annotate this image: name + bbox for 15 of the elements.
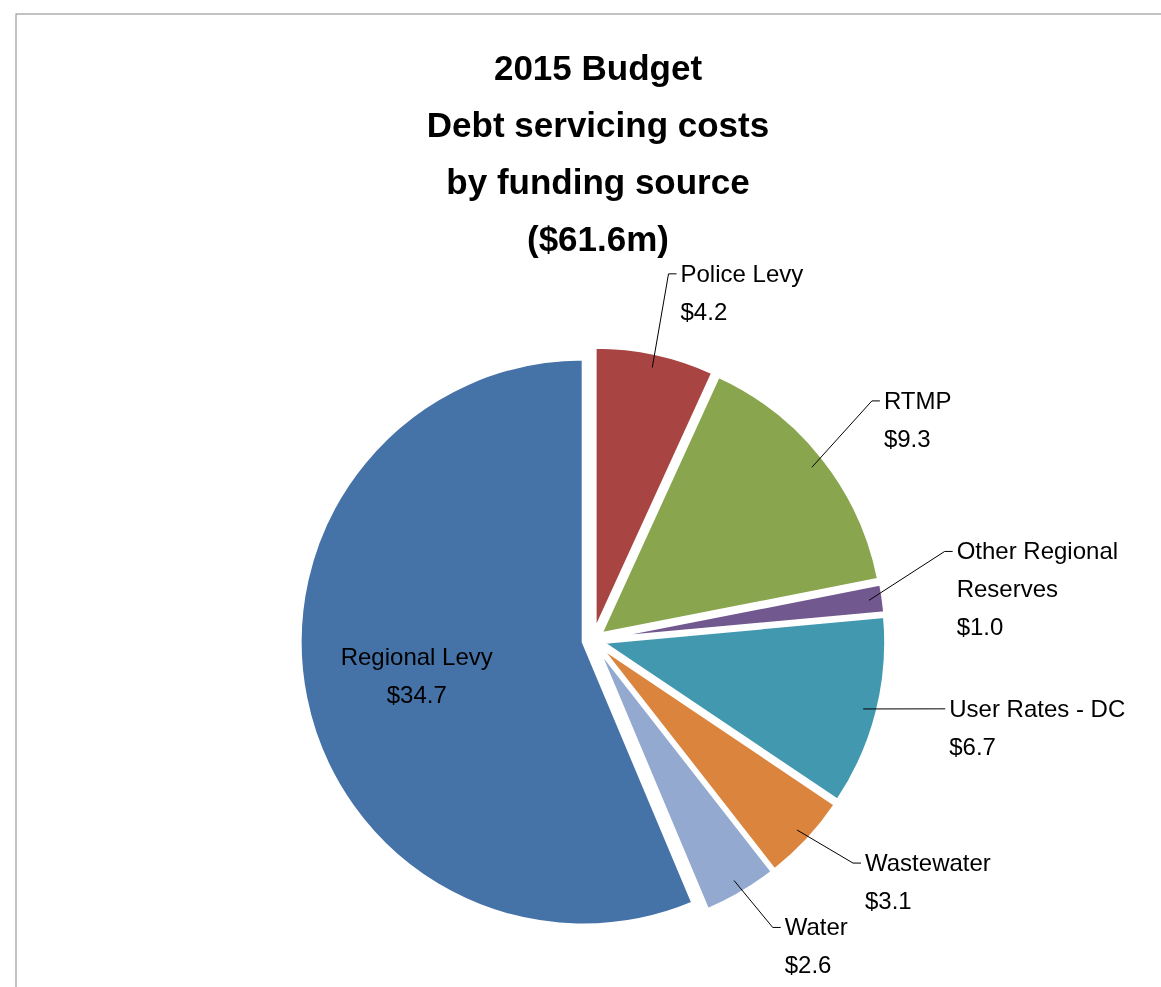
data-label: $34.7	[386, 680, 447, 708]
slice-label: User Rates - DC	[949, 694, 1126, 722]
slice-label: RTMP	[883, 386, 952, 414]
data-label: $9.3	[883, 424, 931, 452]
data-label: $6.7	[949, 732, 996, 760]
data-label: $3.1	[865, 887, 912, 915]
slice-label: Wastewater	[865, 849, 991, 877]
slice-label: Police Levy	[680, 259, 804, 287]
chart-title: 2015 Budget Debt servicing costs by funding source ($61.6m)	[426, 48, 770, 258]
slice-label: Regional Levy	[340, 642, 493, 670]
data-label: $4.2	[680, 297, 728, 325]
data-label: $1.0	[956, 613, 1004, 641]
slice-label: Water	[784, 913, 848, 941]
slice-label: Other Regional Reserves	[956, 537, 1119, 603]
data-label: $2.6	[784, 951, 832, 979]
